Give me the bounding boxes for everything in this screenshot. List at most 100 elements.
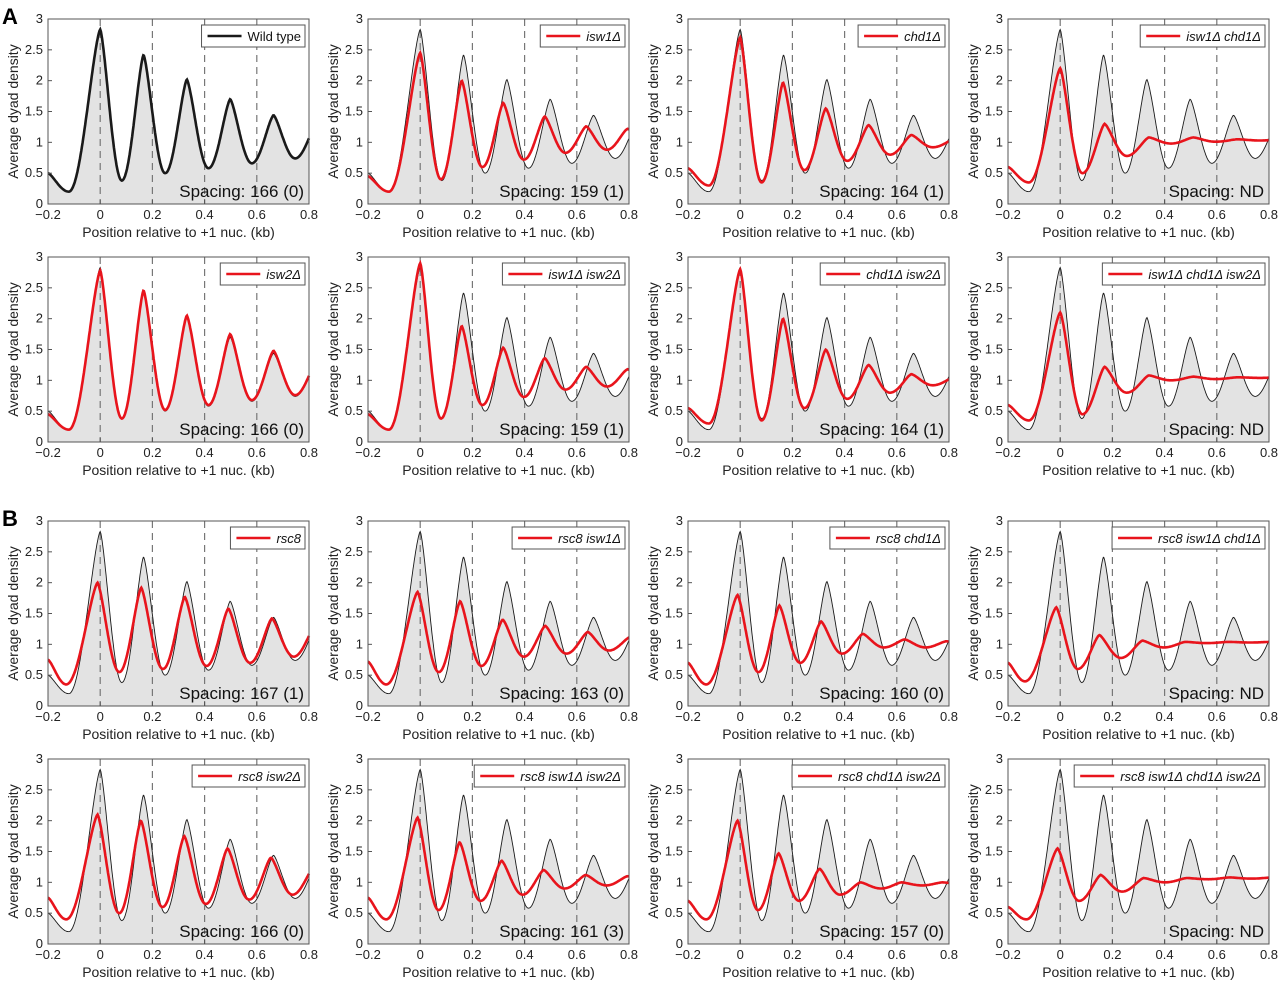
wild-type-fill	[368, 531, 629, 706]
x-tick-label: 0.2	[463, 709, 481, 724]
x-tick-label: 0.6	[248, 445, 266, 460]
mutant-series-line	[47, 267, 311, 432]
x-tick-label: 0.4	[1156, 947, 1174, 962]
y-tick-label: 0.5	[665, 905, 683, 920]
spacing-annotation: Spacing: 166 (0)	[179, 922, 304, 941]
spacing-annotation: Spacing: 164 (1)	[819, 182, 944, 201]
legend-box	[1073, 764, 1266, 788]
x-tick-label: 0	[737, 207, 744, 222]
x-tick-label: 0.2	[783, 947, 801, 962]
legend-box	[829, 526, 946, 550]
y-tick-label: 0	[676, 698, 683, 713]
x-axis-label: Position relative to +1 nuc. (kb)	[1042, 462, 1235, 478]
y-tick-label: 0	[356, 434, 363, 449]
y-tick-label: 0.5	[985, 403, 1003, 418]
x-tick-label: 0.2	[1103, 445, 1121, 460]
wild-type-series-line	[1007, 530, 1270, 695]
y-tick-label: 2	[356, 73, 363, 88]
y-tick-label: 2	[356, 575, 363, 590]
y-tick-label: 2	[36, 311, 43, 326]
mutant-series-line	[1007, 605, 1269, 683]
mutant-series-line	[687, 34, 950, 187]
y-tick-label: 2	[356, 813, 363, 828]
y-tick-label: 1	[356, 636, 363, 651]
legend-box	[539, 24, 626, 48]
wild-type-fill	[368, 29, 629, 204]
legend: isw1Δ chd1Δ isw2Δ	[1101, 262, 1266, 286]
x-tick-label: 0	[1057, 445, 1064, 460]
y-tick-label: 0.5	[25, 905, 43, 920]
legend-label: isw1Δ isw2Δ	[548, 267, 621, 282]
y-tick-label: 2.5	[25, 280, 43, 295]
y-tick-label: 0	[676, 936, 683, 951]
y-tick-label: 0	[36, 698, 43, 713]
y-tick-label: 2	[36, 73, 43, 88]
x-tick-label: 0.8	[1260, 445, 1278, 460]
wild-type-series-line	[367, 530, 630, 695]
x-tick-label: 0.6	[568, 947, 586, 962]
y-axis-label: Average dyad density	[325, 44, 341, 178]
y-tick-label: 0.5	[25, 165, 43, 180]
x-tick-label: −0.2	[355, 445, 381, 460]
x-axis-label: Position relative to +1 nuc. (kb)	[722, 964, 915, 980]
y-tick-label: 0.5	[345, 165, 363, 180]
y-tick-label: 2	[996, 73, 1003, 88]
y-tick-label: 1.5	[985, 844, 1003, 859]
x-tick-label: 0	[97, 445, 104, 460]
x-tick-label: 0.8	[940, 207, 958, 222]
x-axis-label: Position relative to +1 nuc. (kb)	[722, 224, 915, 240]
y-axis-label: Average dyad density	[965, 282, 981, 416]
y-tick-label: 3	[996, 249, 1003, 264]
x-axis-label: Position relative to +1 nuc. (kb)	[1042, 964, 1235, 980]
x-axis-label: Position relative to +1 nuc. (kb)	[82, 726, 275, 742]
y-tick-label: 2.5	[25, 42, 43, 57]
y-tick-label: 0	[356, 698, 363, 713]
x-tick-label: 0	[737, 445, 744, 460]
y-tick-label: 0	[36, 434, 43, 449]
legend: rsc8 isw1Δ	[511, 526, 626, 550]
y-tick-label: 3	[996, 751, 1003, 766]
legend: chd1Δ	[857, 24, 946, 48]
y-tick-label: 0.5	[665, 667, 683, 682]
x-tick-label: 0.8	[1260, 709, 1278, 724]
spacing-annotation: Spacing: 160 (0)	[819, 684, 944, 703]
legend: rsc8	[229, 526, 306, 550]
y-axis-label: Average dyad density	[965, 44, 981, 178]
spacing-annotation: Spacing: 164 (1)	[819, 420, 944, 439]
y-tick-label: 2.5	[345, 544, 363, 559]
y-tick-label: 2.5	[25, 782, 43, 797]
x-tick-label: 0.4	[516, 445, 534, 460]
x-tick-label: 0	[97, 709, 104, 724]
panel-letter-a: A	[2, 4, 18, 29]
y-tick-label: 0	[996, 698, 1003, 713]
y-tick-label: 2	[676, 73, 683, 88]
y-tick-label: 0	[676, 434, 683, 449]
mutant-series-line	[687, 818, 950, 921]
y-tick-label: 3	[676, 513, 683, 528]
spacing-annotation: Spacing: ND	[1169, 182, 1264, 201]
y-tick-label: 2.5	[345, 280, 363, 295]
x-tick-label: 0.2	[1103, 207, 1121, 222]
mutant-series-line	[687, 265, 950, 425]
y-tick-label: 2	[996, 813, 1003, 828]
wild-type-fill	[48, 29, 309, 204]
legend: rsc8 chd1Δ isw2Δ	[791, 764, 946, 788]
legend-box	[1139, 24, 1266, 48]
y-tick-label: 1.5	[665, 844, 683, 859]
y-tick-label: 0	[996, 196, 1003, 211]
x-axis-label: Position relative to +1 nuc. (kb)	[722, 726, 915, 742]
wild-type-fill	[688, 267, 949, 442]
wild-type-series-line	[687, 768, 950, 933]
y-axis-label: Average dyad density	[645, 282, 661, 416]
legend: rsc8 isw1Δ chd1Δ isw2Δ	[1073, 764, 1266, 788]
y-axis-label: Average dyad density	[645, 546, 661, 680]
x-tick-label: 0.8	[940, 445, 958, 460]
x-tick-label: 0.8	[1260, 947, 1278, 962]
x-tick-label: −0.2	[355, 207, 381, 222]
legend: rsc8 chd1Δ	[829, 526, 946, 550]
mutant-series-line	[1007, 65, 1270, 184]
